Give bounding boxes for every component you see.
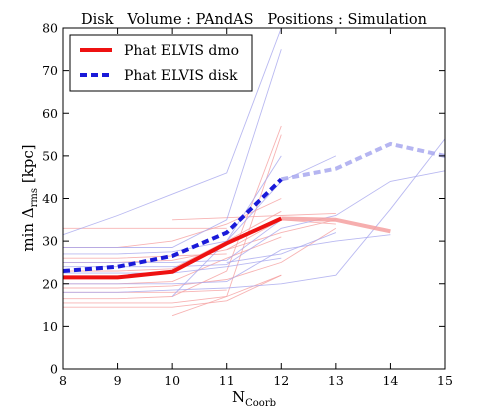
y-tick-label-30: 30 (42, 234, 58, 249)
y-tick-label-10: 10 (42, 319, 58, 334)
x-tick-label-13: 13 (328, 373, 344, 388)
chart-title: Disk Volume : PAndAS Positions : Simulat… (81, 12, 427, 28)
y-axis-label-sub: rms (29, 188, 40, 207)
background-line-blue-1 (63, 49, 282, 248)
x-axis-label-main: N (232, 388, 245, 406)
y-axis-label-unit: [kpc] (19, 144, 37, 188)
y-axis: 0 10 20 30 40 50 60 70 80 (42, 21, 445, 377)
x-axis-label: NCoorb (232, 388, 276, 409)
y-tick-label-0: 0 (50, 362, 58, 377)
background-line-blue-3 (63, 219, 282, 263)
y-tick-label-80: 80 (42, 21, 58, 36)
legend-box (69, 34, 253, 92)
y-axis-label-main: min Δ (19, 207, 37, 251)
y-tick-label-20: 20 (42, 276, 58, 291)
background-line-blue-0 (63, 28, 282, 236)
background-line-blue-7 (63, 138, 445, 293)
x-tick-label-14: 14 (382, 373, 398, 388)
series-dmo-tail (281, 216, 391, 234)
background-line-blue-6 (63, 234, 391, 285)
background-line-blue-8 (171, 155, 282, 297)
y-tick-label-40: 40 (42, 191, 58, 206)
background-line-red-10 (63, 274, 282, 308)
background-line-red-11 (171, 274, 282, 317)
background-line-red-9 (63, 134, 282, 304)
background-line-blue-9 (226, 232, 337, 263)
background-line-blue-4 (63, 170, 445, 268)
x-tick-label-12: 12 (273, 373, 289, 388)
series-lines (62, 141, 446, 280)
y-tick-label-70: 70 (42, 63, 58, 78)
x-axis-label-sub: Coorb (245, 398, 276, 409)
background-line-blue-2 (63, 155, 337, 255)
y-tick-label-50: 50 (42, 148, 58, 163)
background-line-red-4 (63, 210, 282, 272)
series-dmo-line (63, 216, 283, 280)
x-tick-label-8: 8 (59, 373, 67, 388)
series-disk-line (62, 177, 283, 273)
legend-label-disk: Phat ELVIS disk (124, 68, 238, 84)
series-disk-tail (280, 141, 446, 182)
y-tick-label-60: 60 (42, 106, 58, 121)
background-line-red-12 (172, 212, 336, 221)
x-tick-label-11: 11 (219, 373, 235, 388)
y-axis-label: min Δrms [kpc] (19, 144, 40, 251)
legend: Phat ELVIS dmo Phat ELVIS disk (69, 34, 253, 92)
x-axis: 8 9 10 11 12 13 14 15 (59, 28, 453, 388)
x-tick-label-10: 10 (164, 373, 180, 388)
x-tick-label-15: 15 (437, 373, 453, 388)
legend-label-dmo: Phat ELVIS dmo (124, 43, 239, 59)
x-tick-label-9: 9 (114, 373, 122, 388)
